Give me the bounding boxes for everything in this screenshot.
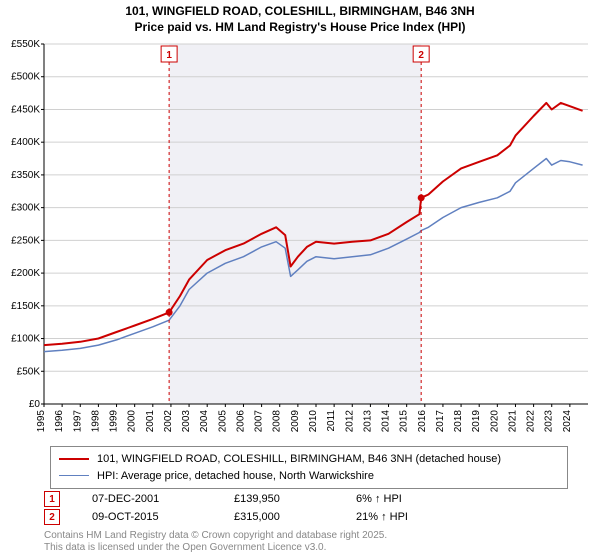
svg-text:£350K: £350K [11,170,40,181]
marker-table: 1 07-DEC-2001 £139,950 6% ↑ HPI 2 09-OCT… [44,490,456,526]
svg-text:2003: 2003 [181,410,192,433]
svg-text:£150K: £150K [11,301,40,312]
svg-text:1999: 1999 [109,410,120,433]
svg-text:£100K: £100K [11,334,40,345]
svg-text:2022: 2022 [526,410,537,433]
chart-area: £0 £50K £100K £150K £200K £250K £300K £350K £400… [0,40,600,440]
legend: 101, WINGFIELD ROAD, COLESHILL, BIRMINGH… [50,446,568,489]
svg-text:2010: 2010 [308,410,319,433]
svg-text:2024: 2024 [562,410,573,433]
svg-text:2013: 2013 [362,410,373,433]
svg-text:2004: 2004 [199,410,210,433]
title-line2: Price paid vs. HM Land Registry's House … [0,20,600,36]
marker-delta: 6% ↑ HPI [356,493,456,505]
svg-text:2006: 2006 [235,410,246,433]
svg-text:2016: 2016 [417,410,428,433]
svg-text:£400K: £400K [11,137,40,148]
svg-text:£0: £0 [29,399,41,410]
legend-item-price-paid: 101, WINGFIELD ROAD, COLESHILL, BIRMINGH… [59,451,559,468]
line-chart: £0 £50K £100K £150K £200K £250K £300K £350K £400… [0,40,600,440]
svg-text:2021: 2021 [507,410,518,433]
svg-text:2020: 2020 [489,410,500,433]
svg-text:1995: 1995 [36,410,47,433]
svg-text:£250K: £250K [11,235,40,246]
svg-text:2000: 2000 [127,410,138,433]
svg-text:2005: 2005 [217,410,228,433]
svg-text:1: 1 [166,50,172,61]
marker-row: 2 09-OCT-2015 £315,000 21% ↑ HPI [44,508,456,526]
marker-delta: 21% ↑ HPI [356,511,456,523]
svg-text:£50K: £50K [17,366,41,377]
svg-text:£550K: £550K [11,40,40,50]
title-line1: 101, WINGFIELD ROAD, COLESHILL, BIRMINGH… [0,4,600,20]
svg-text:£450K: £450K [11,104,40,115]
legend-swatch [59,458,89,460]
svg-text:2002: 2002 [163,410,174,433]
svg-text:1996: 1996 [54,410,65,433]
svg-text:2007: 2007 [254,410,265,433]
svg-text:1997: 1997 [72,410,83,433]
marker-index-box: 1 [44,491,60,507]
svg-text:2011: 2011 [326,410,337,432]
svg-text:£300K: £300K [11,203,40,214]
svg-text:2019: 2019 [471,410,482,433]
marker-row: 1 07-DEC-2001 £139,950 6% ↑ HPI [44,490,456,508]
root: 101, WINGFIELD ROAD, COLESHILL, BIRMINGH… [0,0,600,560]
svg-text:2023: 2023 [544,410,555,433]
chart-title: 101, WINGFIELD ROAD, COLESHILL, BIRMINGH… [0,0,600,35]
svg-text:2017: 2017 [435,410,446,433]
marker-index-box: 2 [44,509,60,525]
legend-swatch [59,475,89,476]
marker-date: 07-DEC-2001 [92,493,202,505]
svg-text:2012: 2012 [344,410,355,433]
svg-text:2014: 2014 [381,410,392,433]
attribution: Contains HM Land Registry data © Crown c… [44,530,387,554]
marker-date: 09-OCT-2015 [92,511,202,523]
svg-text:2: 2 [418,50,424,61]
marker-price: £315,000 [234,511,324,523]
svg-text:£200K: £200K [11,268,40,279]
legend-item-hpi: HPI: Average price, detached house, Nort… [59,468,559,485]
legend-label: HPI: Average price, detached house, Nort… [97,468,374,485]
svg-text:£500K: £500K [11,72,40,83]
marker-price: £139,950 [234,493,324,505]
svg-text:2015: 2015 [399,410,410,433]
svg-text:2001: 2001 [145,410,156,433]
attribution-line2: This data is licensed under the Open Gov… [44,542,387,554]
svg-text:2008: 2008 [272,410,283,433]
svg-text:1998: 1998 [90,410,101,433]
svg-text:2018: 2018 [453,410,464,433]
attribution-line1: Contains HM Land Registry data © Crown c… [44,530,387,542]
svg-text:2009: 2009 [290,410,301,433]
legend-label: 101, WINGFIELD ROAD, COLESHILL, BIRMINGH… [97,451,501,468]
